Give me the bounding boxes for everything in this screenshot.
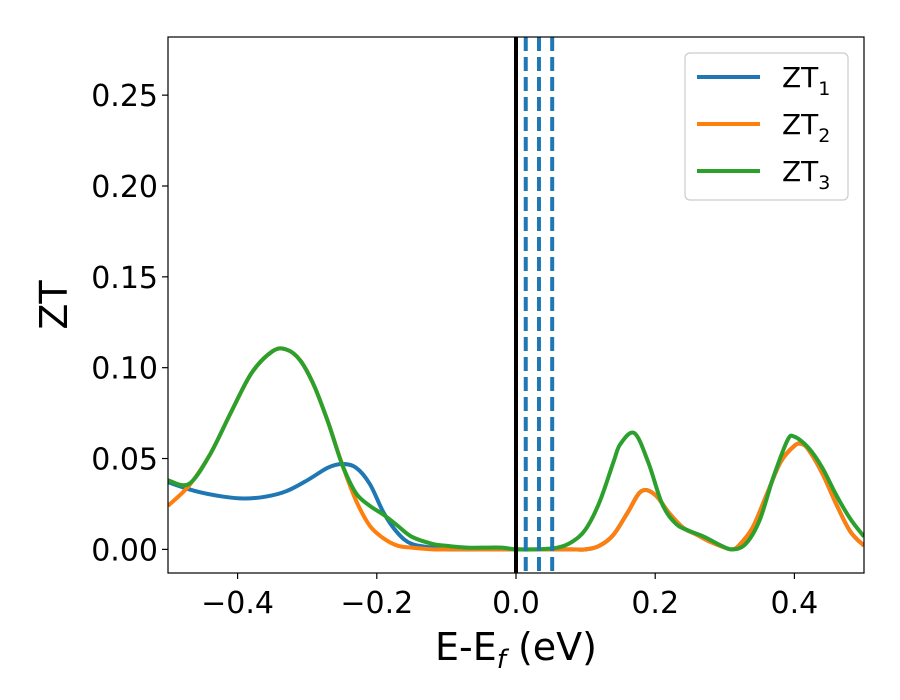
y-axis-label: ZT [32,280,76,330]
x-axis-label: E-Ef (eV) [435,625,597,675]
x-tick-label: 0.4 [771,586,819,621]
legend-box [684,52,849,201]
y-tick-label: 0.10 [91,352,158,387]
legend-label-zt3: ZT3 [782,155,830,194]
plot-area [168,37,864,573]
y-tick-label: 0.15 [91,261,158,296]
series-line-zt3 [168,346,864,552]
y-tick-label: 0.20 [91,170,158,205]
x-tick-label: 0.2 [631,586,679,621]
y-tick-label: 0.00 [91,533,158,568]
legend-label-zt1: ZT1 [782,61,830,100]
x-axis: −0.4 −0.2 0.0 0.2 0.4 [201,573,818,621]
x-tick-label: −0.2 [340,586,413,621]
x-tick-label: −0.4 [201,586,274,621]
y-tick-label: 0.25 [91,79,158,114]
legend-label-zt2: ZT2 [782,108,830,147]
legend: ZT1 ZT2 ZT3 [684,52,849,201]
y-axis: 0.00 0.05 0.10 0.15 0.20 0.25 [91,79,168,568]
y-tick-label: 0.05 [91,443,158,478]
x-tick-label: 0.0 [492,586,540,621]
